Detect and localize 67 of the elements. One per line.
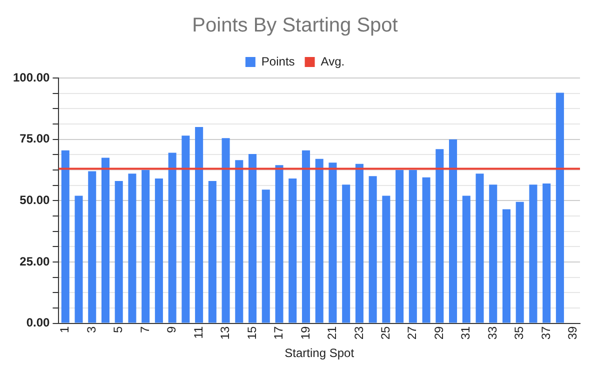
y-tick-label: 0.00	[26, 316, 50, 330]
x-tick-label: 7	[138, 326, 152, 333]
x-tick-label: 13	[218, 326, 232, 340]
bar	[436, 149, 444, 323]
bar	[74, 196, 83, 323]
bar	[168, 152, 176, 323]
bar	[114, 181, 123, 323]
bar	[101, 158, 110, 323]
bar	[396, 170, 404, 323]
x-tick-label: 1	[58, 326, 72, 333]
bar	[208, 181, 216, 323]
x-tick-label: 39	[566, 326, 580, 340]
bar	[462, 196, 470, 323]
x-tick-label: 29	[432, 326, 446, 340]
bar	[368, 176, 377, 323]
chart-title: Points By Starting Spot	[192, 14, 398, 37]
y-tick-label: 50.00	[20, 192, 50, 207]
bar	[128, 174, 136, 323]
bar	[449, 139, 458, 323]
x-tick-label: 11	[191, 326, 206, 339]
bar	[422, 177, 430, 323]
bar	[502, 209, 510, 323]
y-tick-label: 25.00	[20, 254, 50, 268]
bar	[142, 170, 150, 323]
bar	[61, 150, 70, 323]
bar	[328, 162, 337, 323]
bar	[489, 184, 498, 323]
legend-label: Avg.	[320, 54, 345, 68]
y-tick-label: 100.00	[13, 70, 50, 84]
bar	[315, 158, 324, 323]
x-tick-label: 19	[298, 326, 312, 340]
bar	[235, 160, 244, 323]
bar	[182, 136, 190, 323]
bar	[288, 178, 297, 323]
bar	[516, 202, 524, 323]
x-tick-label: 25	[378, 326, 392, 340]
bar	[154, 178, 163, 323]
x-tick-label: 37	[538, 326, 553, 340]
x-tick-label: 33	[485, 326, 500, 340]
bar	[556, 92, 564, 323]
bar	[529, 184, 538, 323]
x-tick-label: 21	[325, 326, 340, 340]
bar	[222, 138, 230, 323]
y-tick-label: 75.00	[20, 132, 50, 146]
bar	[302, 150, 310, 323]
x-tick-label: 9	[164, 326, 179, 333]
x-tick-label: 5	[111, 326, 126, 333]
x-axis-title: Starting Spot	[284, 346, 355, 360]
bar	[275, 165, 284, 323]
x-tick-label: 17	[272, 326, 286, 340]
x-tick-label: 3	[84, 326, 98, 333]
bar	[476, 174, 484, 323]
bar	[382, 196, 390, 323]
x-tick-label: 15	[244, 326, 259, 340]
bar	[195, 127, 204, 323]
x-tick-label: 23	[352, 326, 366, 340]
bar	[542, 183, 551, 323]
bar	[355, 164, 364, 323]
bar	[248, 154, 257, 323]
x-tick-label: 27	[405, 326, 420, 340]
bar	[408, 170, 417, 323]
bar	[262, 190, 270, 323]
x-tick-label: 31	[458, 326, 473, 340]
legend-label: Points	[261, 54, 295, 68]
bar	[88, 171, 96, 323]
bar	[342, 184, 350, 323]
x-tick-label: 35	[512, 326, 526, 340]
